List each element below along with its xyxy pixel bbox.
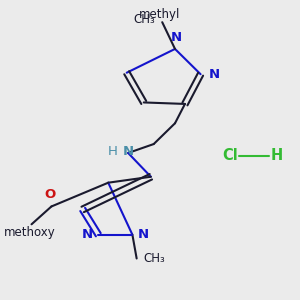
Text: H: H	[270, 148, 282, 164]
Text: O: O	[44, 188, 56, 201]
Text: N: N	[138, 228, 149, 241]
Text: CH₃: CH₃	[134, 13, 155, 26]
Text: Cl: Cl	[222, 148, 238, 164]
Text: methoxy: methoxy	[4, 226, 56, 239]
Text: CH₃: CH₃	[144, 252, 166, 265]
Text: N: N	[209, 68, 220, 81]
Text: H: H	[108, 145, 117, 158]
Text: N: N	[171, 31, 182, 44]
Text: N: N	[82, 228, 93, 241]
Text: N: N	[123, 145, 134, 158]
Text: methyl: methyl	[139, 8, 180, 21]
